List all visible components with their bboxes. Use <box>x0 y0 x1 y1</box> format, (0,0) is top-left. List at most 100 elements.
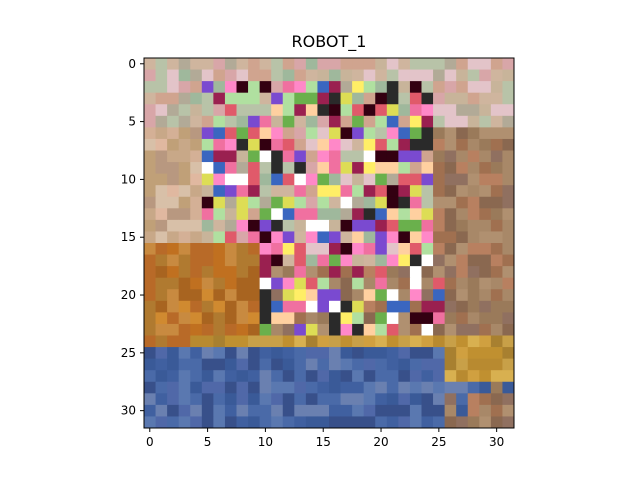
heatmap-cell <box>502 219 515 232</box>
heatmap-cell <box>305 150 318 163</box>
heatmap-cell <box>363 381 376 394</box>
heatmap-cell <box>352 219 365 232</box>
heatmap-cell <box>479 277 492 290</box>
heatmap-cell <box>224 127 237 140</box>
heatmap-cell <box>259 127 272 140</box>
heatmap-cell <box>433 266 446 279</box>
heatmap-cell <box>467 81 480 94</box>
heatmap-cell <box>386 219 399 232</box>
heatmap-cell <box>444 196 457 209</box>
heatmap-cell <box>329 243 341 255</box>
heatmap-cell <box>340 300 353 313</box>
heatmap-cell <box>421 358 434 371</box>
heatmap-cell <box>213 81 226 94</box>
heatmap-cell <box>409 323 422 336</box>
heatmap-cell <box>259 393 272 406</box>
heatmap-cell <box>190 381 203 394</box>
heatmap-cell <box>224 231 237 244</box>
heatmap-cell <box>282 254 295 267</box>
heatmap-cell <box>386 266 399 279</box>
heatmap-cell <box>317 115 330 128</box>
heatmap-cell <box>282 312 295 325</box>
heatmap-cell <box>236 231 249 244</box>
heatmap-cell <box>490 416 503 429</box>
heatmap-cell <box>305 358 318 371</box>
heatmap-cell <box>282 150 295 163</box>
heatmap-cell <box>259 312 272 325</box>
heatmap-cell <box>433 196 446 209</box>
heatmap-cell <box>444 173 457 186</box>
heatmap-cell <box>421 185 434 198</box>
heatmap-cell <box>248 231 261 244</box>
heatmap-cell <box>155 208 168 221</box>
heatmap-cell <box>329 335 341 348</box>
heatmap-cell <box>271 300 284 313</box>
heatmap-cell <box>201 323 214 336</box>
heatmap-cell <box>317 127 330 140</box>
heatmap-cell <box>409 266 422 279</box>
heatmap-cell <box>386 173 399 186</box>
heatmap-cell <box>144 370 156 383</box>
heatmap-cell <box>190 254 203 267</box>
heatmap-cell <box>201 208 214 221</box>
heatmap-cell <box>259 162 272 175</box>
heatmap-cell <box>282 300 295 313</box>
heatmap-cell <box>329 150 341 163</box>
heatmap-cell <box>409 358 422 371</box>
heatmap-cell <box>409 92 422 105</box>
heatmap-cell <box>329 358 341 371</box>
heatmap-cell <box>375 58 388 70</box>
heatmap-cell <box>433 358 446 371</box>
heatmap-cell <box>271 323 284 336</box>
heatmap-cell <box>467 358 480 371</box>
heatmap-cell <box>329 138 341 151</box>
heatmap-cell <box>398 208 411 221</box>
heatmap-cell <box>201 115 214 128</box>
heatmap-cell <box>271 196 284 209</box>
heatmap-cell <box>340 104 353 117</box>
heatmap-cell <box>421 58 434 70</box>
heatmap-cell <box>236 312 249 325</box>
heatmap-cell <box>224 69 237 82</box>
heatmap-cell <box>201 393 214 406</box>
heatmap-cell <box>467 127 480 140</box>
heatmap-cell <box>456 58 469 70</box>
heatmap-cell <box>490 208 503 221</box>
heatmap-cell <box>178 254 191 267</box>
heatmap-cell <box>352 104 365 117</box>
heatmap-cell <box>271 173 284 186</box>
heatmap-cell <box>329 127 341 140</box>
heatmap-cell <box>375 81 388 94</box>
heatmap-cell <box>409 289 422 302</box>
heatmap-cell <box>375 300 388 313</box>
heatmap-cell <box>375 370 388 383</box>
heatmap-cell <box>502 393 515 406</box>
heatmap-cell <box>248 347 261 360</box>
heatmap-cell <box>502 104 515 117</box>
heatmap-cell <box>329 81 341 94</box>
heatmap-cell <box>352 393 365 406</box>
heatmap-cell <box>201 381 214 394</box>
heatmap-cell <box>421 104 434 117</box>
heatmap-cell <box>294 196 307 209</box>
heatmap-cell <box>178 266 191 279</box>
heatmap-cell <box>409 416 422 429</box>
heatmap-cell <box>456 115 469 128</box>
heatmap-cell <box>236 393 249 406</box>
heatmap-cell <box>305 92 318 105</box>
heatmap-cell <box>398 104 411 117</box>
heatmap-cell <box>317 231 330 244</box>
heatmap-cell <box>178 404 191 417</box>
heatmap-cell <box>282 173 295 186</box>
heatmap-cell <box>224 312 237 325</box>
heatmap-cell <box>282 393 295 406</box>
heatmap-cell <box>386 196 399 209</box>
heatmap-cell <box>317 243 330 255</box>
heatmap-cell <box>467 104 480 117</box>
heatmap-cell <box>467 231 480 244</box>
heatmap-cell <box>155 127 168 140</box>
heatmap-cell <box>178 127 191 140</box>
heatmap-cell <box>490 393 503 406</box>
heatmap-cell <box>386 323 399 336</box>
